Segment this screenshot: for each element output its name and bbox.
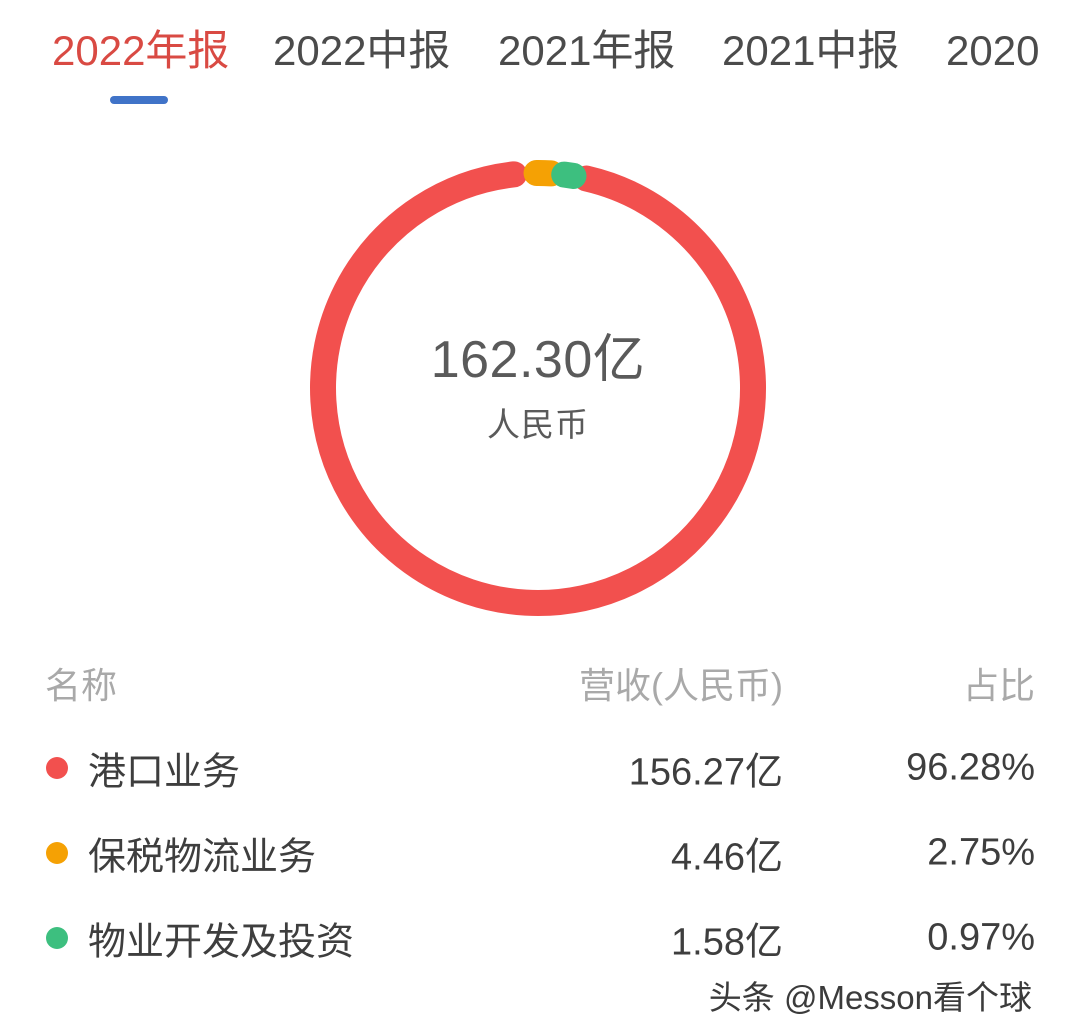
row-percent: 96.28% bbox=[906, 746, 1035, 788]
watermark: 头条 @Messon看个球 bbox=[708, 979, 1032, 1016]
tab-3[interactable]: 2021年报 bbox=[498, 27, 676, 74]
tab-2[interactable]: 2022中报 bbox=[273, 27, 451, 74]
row-percent: 2.75% bbox=[927, 831, 1035, 873]
table-header-row: 名称 营收(人民币) 占比 bbox=[0, 640, 1080, 725]
tab-5[interactable]: 2020 bbox=[946, 27, 1040, 74]
tab-4[interactable]: 2021中报 bbox=[722, 27, 900, 74]
donut-svg bbox=[310, 160, 766, 616]
row-revenue: 4.46亿 bbox=[671, 836, 783, 878]
header-percent: 占比 bbox=[962, 664, 1035, 706]
legend-dot-icon bbox=[46, 841, 68, 864]
row-name: 港口业务 bbox=[88, 751, 241, 793]
row-name: 保税物流业务 bbox=[88, 836, 317, 878]
revenue-table: 名称 营收(人民币) 占比 港口业务 156.27亿 96.28% 保税物流业务 4.4… bbox=[0, 640, 1080, 980]
active-tab-underline bbox=[110, 96, 168, 104]
row-revenue: 156.27亿 bbox=[628, 751, 783, 793]
legend-dot-icon bbox=[46, 926, 68, 949]
table-row[interactable]: 保税物流业务 4.46亿 2.75% bbox=[0, 810, 1080, 895]
donut-slice-1 bbox=[310, 161, 766, 616]
row-percent: 0.97% bbox=[927, 916, 1035, 958]
table-row[interactable]: 港口业务 156.27亿 96.28% bbox=[0, 725, 1080, 810]
row-revenue: 1.58亿 bbox=[671, 921, 783, 963]
row-name: 物业开发及投资 bbox=[88, 921, 355, 963]
header-revenue: 营收(人民币) bbox=[579, 664, 783, 706]
table-row[interactable]: 物业开发及投资 1.58亿 0.97% bbox=[0, 895, 1080, 980]
legend-dot-icon bbox=[46, 756, 68, 779]
donut-slice-3 bbox=[551, 161, 587, 189]
header-name: 名称 bbox=[45, 664, 118, 706]
tab-1[interactable]: 2022年报 bbox=[52, 27, 230, 74]
period-tab-bar: 2022年报 2022中报 2021年报 2021中报 2020 bbox=[0, 0, 1080, 120]
revenue-donut-chart: 162.30亿 人民币 bbox=[0, 130, 1080, 630]
